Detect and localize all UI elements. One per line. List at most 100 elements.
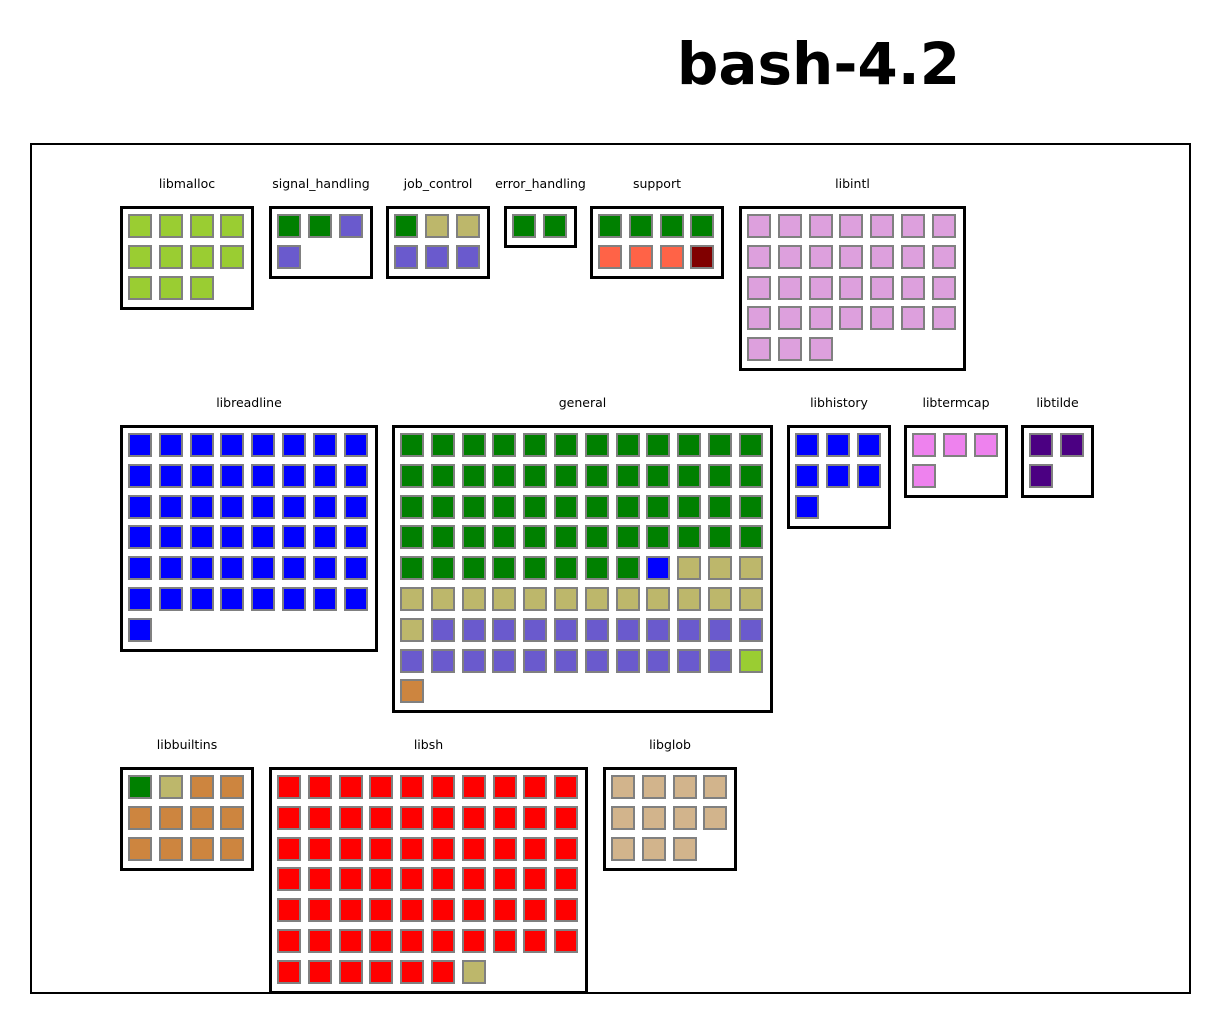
file-cell-red	[492, 898, 517, 923]
file-cell-blue	[282, 525, 306, 550]
file-cell-darkkhaki	[424, 214, 449, 238]
file-cell-slateblue	[455, 244, 480, 269]
file-cell-red	[277, 775, 301, 799]
file-cell-darkkhaki	[455, 214, 480, 238]
file-cell-green	[584, 494, 609, 519]
file-cell-peru	[189, 775, 214, 799]
file-cell-red	[523, 805, 548, 830]
file-cell-plum	[747, 244, 771, 269]
file-cell-green	[523, 494, 548, 519]
file-cell-green	[708, 525, 732, 550]
file-cell-blue	[128, 433, 152, 457]
file-cell-red	[338, 959, 363, 984]
file-cell-plum	[808, 244, 833, 269]
file-cell-green	[307, 214, 332, 238]
file-cell-green	[646, 433, 671, 457]
file-cell-plum	[747, 214, 771, 238]
file-cell-red	[369, 929, 394, 953]
file-cell-red	[338, 775, 363, 799]
file-cell-green	[708, 433, 732, 457]
file-cell-green	[677, 463, 702, 488]
file-cell-plum	[931, 244, 956, 269]
file-cell-tomato	[598, 244, 622, 269]
file-cell-darkkhaki	[430, 587, 455, 611]
file-cell-green	[554, 433, 578, 457]
file-cell-red	[431, 805, 455, 830]
file-cell-red	[338, 805, 363, 830]
file-cell-red	[492, 867, 517, 892]
file-cell-slateblue	[615, 617, 640, 642]
file-cell-blue	[251, 433, 276, 457]
file-cell-green	[400, 556, 424, 581]
file-cell-green	[628, 214, 653, 238]
group-label-libreadline: libreadline	[216, 395, 282, 410]
file-cell-red	[307, 867, 332, 892]
file-cell-green	[615, 494, 640, 519]
file-cell-green	[400, 525, 424, 550]
file-cell-green	[738, 463, 763, 488]
file-cell-yellowgreen	[738, 648, 763, 673]
file-cell-green	[584, 463, 609, 488]
file-cell-red	[307, 775, 332, 799]
file-cell-darkkhaki	[584, 587, 609, 611]
file-cell-red	[431, 775, 455, 799]
file-cell-yellowgreen	[128, 244, 152, 269]
file-cell-red	[431, 898, 455, 923]
file-cell-green	[646, 463, 671, 488]
file-cell-green	[677, 494, 702, 519]
file-cell-red	[523, 867, 548, 892]
file-cell-blue	[312, 556, 337, 581]
file-cell-plum	[839, 244, 864, 269]
file-cell-blue	[158, 556, 183, 581]
file-cell-darkkhaki	[400, 587, 424, 611]
file-cell-indigo	[1059, 433, 1084, 457]
file-cell-yellowgreen	[158, 244, 183, 269]
file-cell-plum	[777, 244, 802, 269]
group-label-general: general	[558, 395, 607, 410]
file-cell-green	[430, 525, 455, 550]
file-cell-red	[461, 805, 486, 830]
file-cell-plum	[870, 244, 895, 269]
file-cell-red	[523, 775, 548, 799]
file-cell-slateblue	[492, 648, 517, 673]
file-cell-slateblue	[430, 648, 455, 673]
file-cell-peru	[220, 805, 245, 830]
file-cell-red	[461, 775, 486, 799]
file-cell-plum	[901, 214, 925, 238]
file-cell-green	[584, 525, 609, 550]
file-cell-peru	[128, 836, 152, 861]
file-cell-peru	[189, 836, 214, 861]
file-cell-yellowgreen	[158, 214, 183, 238]
file-cell-slateblue	[554, 648, 578, 673]
file-cell-blue	[795, 494, 819, 519]
file-cell-blue	[220, 587, 245, 611]
file-cell-tan	[611, 805, 635, 830]
file-cell-blue	[343, 525, 368, 550]
file-cell-slateblue	[394, 244, 418, 269]
file-cell-slateblue	[584, 617, 609, 642]
file-cell-green	[738, 433, 763, 457]
file-cell-darkkhaki	[461, 959, 486, 984]
file-cell-plum	[870, 306, 895, 331]
file-cell-green	[461, 525, 486, 550]
file-cell-slateblue	[677, 617, 702, 642]
file-cell-tomato	[659, 244, 684, 269]
file-cell-red	[277, 805, 301, 830]
file-cell-blue	[251, 525, 276, 550]
file-cell-green	[708, 463, 732, 488]
file-cell-red	[431, 959, 455, 984]
file-cell-blue	[646, 556, 671, 581]
file-cell-darkkhaki	[615, 587, 640, 611]
file-cell-green	[615, 433, 640, 457]
file-cell-slateblue	[523, 648, 548, 673]
file-cell-darkkhaki	[400, 617, 424, 642]
file-cell-green	[584, 433, 609, 457]
file-cell-blue	[343, 433, 368, 457]
file-cell-plum	[931, 214, 956, 238]
file-cell-violet	[942, 433, 967, 457]
file-cell-red	[523, 929, 548, 953]
file-cell-blue	[251, 587, 276, 611]
file-cell-darkkhaki	[738, 587, 763, 611]
file-cell-blue	[128, 463, 152, 488]
file-cell-blue	[189, 494, 214, 519]
